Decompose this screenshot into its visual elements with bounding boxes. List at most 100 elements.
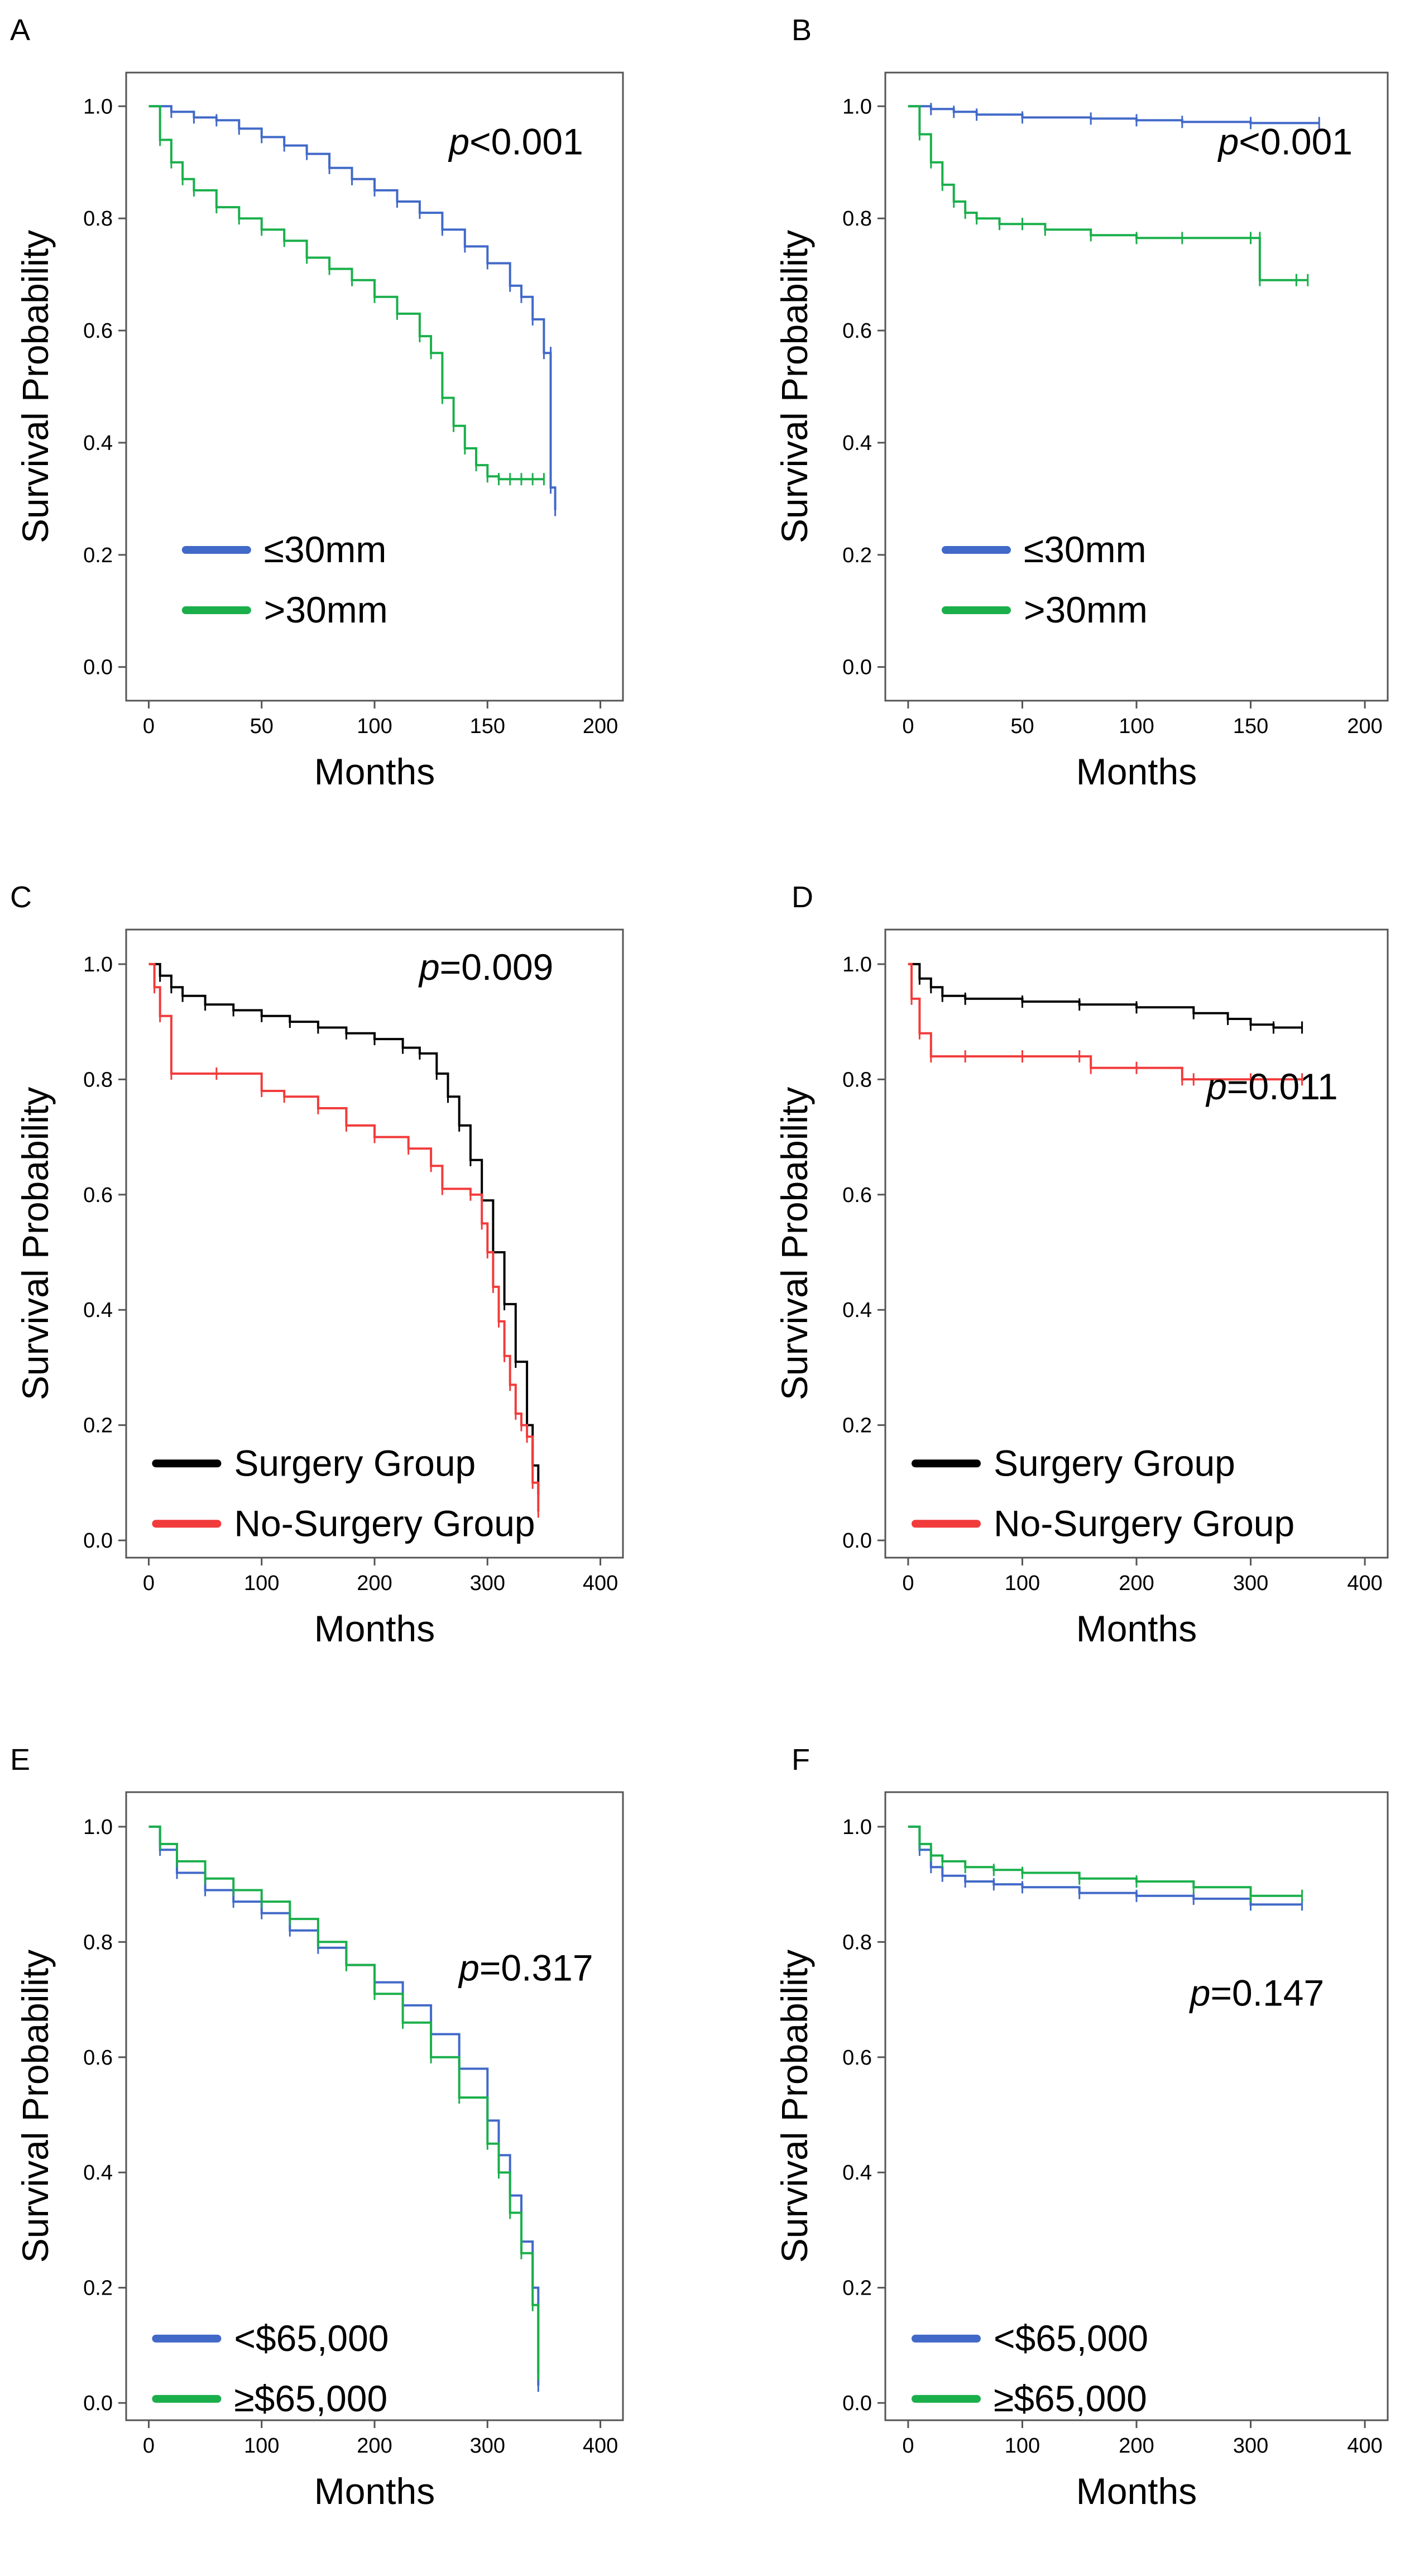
panel-e: E 0 100 200 300 400 0.0 0.2 0.4 0.6 0.8 1.0 Months Su…: [10, 1743, 624, 2512]
y-tick-label: 0.8: [83, 1068, 113, 1091]
legend-label: ≤30mm: [1024, 529, 1147, 570]
p-symbol: p: [1189, 1972, 1211, 2014]
legend-label: <$65,000: [994, 2318, 1148, 2359]
p-value-label: p<0.001: [448, 121, 583, 162]
y-tick-label: 0.4: [83, 432, 113, 455]
x-tick-label: 400: [1347, 2434, 1382, 2458]
p-symbol: p: [1205, 1066, 1227, 1107]
x-axis-title: Months: [314, 2470, 435, 2512]
legend-label: >30mm: [264, 589, 388, 630]
x-axis-title: Months: [1076, 751, 1197, 792]
y-tick-label: 0.6: [842, 1184, 872, 1207]
y-tick-label: 0.4: [83, 1299, 113, 1322]
legend: ≤30mm >30mm: [181, 529, 388, 630]
survival-curve-2: [908, 963, 1302, 1081]
x-tick-label: 50: [250, 715, 274, 738]
x-tick-label: 0: [902, 2434, 914, 2458]
y-tick-label: 0.0: [83, 1529, 113, 1553]
y-tick-label: 1.0: [842, 95, 872, 118]
y-tick-label: 0.2: [842, 1414, 872, 1438]
x-tick-label: 0: [143, 2434, 155, 2458]
legend-label: No-Surgery Group: [994, 1502, 1294, 1544]
x-tick-label: 300: [1233, 2434, 1268, 2458]
y-tick-label: 0.0: [83, 2392, 113, 2415]
y-axis-title: Survival Probability: [15, 1087, 56, 1400]
x-tick-label: 300: [470, 2434, 505, 2458]
p-value-label: p=0.011: [1205, 1066, 1338, 1107]
panel-letter: E: [10, 1743, 30, 1777]
y-tick-label: 1.0: [842, 1816, 872, 1839]
panel-d: D 0 100 200 300 400 0.0 0.2 0.4 0.6 0.8 1.0 Months Su…: [774, 880, 1389, 1649]
legend-label: ≥$65,000: [994, 2378, 1147, 2419]
x-tick-label: 0: [143, 1572, 155, 1595]
y-tick-label: 1.0: [83, 953, 113, 976]
p-value: <0.001: [469, 121, 583, 162]
y-tick-label: 0.8: [83, 1931, 113, 1954]
legend: <$65,000 ≥$65,000: [912, 2318, 1148, 2419]
y-tick-label: 0.4: [842, 2161, 872, 2185]
p-symbol: p: [418, 946, 440, 988]
panel-f: F 0 100 200 300 400 0.0 0.2 0.4 0.6 0.8 1.0 Months Su…: [774, 1743, 1389, 2512]
legend-label: >30mm: [1024, 589, 1148, 630]
p-value: =0.317: [479, 1947, 593, 1989]
p-value: =0.011: [1227, 1066, 1338, 1107]
x-tick-label: 400: [583, 2434, 618, 2458]
y-tick-label: 0.6: [83, 1184, 113, 1207]
x-tick-label: 100: [1005, 2434, 1040, 2458]
panel-letter: B: [792, 13, 812, 47]
y-tick-label: 1.0: [842, 953, 872, 976]
x-tick-label: 300: [470, 1572, 505, 1595]
panel-a: A 0 50 100 150 200 0.0 0.2 0.4 0.6 0.8 1.0 Months Sur…: [10, 13, 624, 792]
y-axis-title: Survival Probability: [774, 1950, 815, 2263]
y-tick-label: 0.4: [842, 1299, 872, 1322]
x-tick-label: 300: [1233, 1572, 1268, 1595]
y-tick-label: 0.2: [83, 2277, 113, 2300]
x-tick-label: 400: [1347, 1572, 1382, 1595]
y-tick-label: 0.8: [842, 1068, 872, 1091]
x-axis-title: Months: [314, 1608, 435, 1649]
legend: Surgery Group No-Surgery Group: [912, 1442, 1294, 1544]
y-tick-label: 0.2: [83, 544, 113, 567]
legend-label: Surgery Group: [234, 1442, 476, 1483]
y-axis-title: Survival Probability: [15, 230, 56, 543]
p-value: <0.001: [1239, 121, 1353, 162]
x-axis-title: Months: [314, 751, 435, 792]
x-tick-label: 200: [1119, 2434, 1154, 2458]
x-tick-label: 200: [1119, 1572, 1154, 1595]
p-value-label: p=0.147: [1189, 1972, 1324, 2014]
x-axis-title: Months: [1076, 2470, 1197, 2512]
legend-label: Surgery Group: [994, 1442, 1235, 1483]
y-tick-label: 0.2: [842, 2277, 872, 2300]
x-tick-label: 100: [244, 1572, 279, 1595]
panel-letter: A: [10, 13, 30, 47]
x-tick-label: 200: [357, 2434, 392, 2458]
x-tick-label: 0: [143, 715, 155, 738]
y-tick-label: 0.0: [842, 2392, 872, 2415]
p-value-label: p=0.317: [458, 1947, 593, 1989]
y-tick-label: 0.8: [83, 207, 113, 231]
y-axis-title: Survival Probability: [15, 1950, 56, 2263]
panel-letter: F: [792, 1743, 810, 1777]
y-tick-label: 0.0: [842, 1529, 872, 1553]
legend-label: ≥$65,000: [234, 2378, 387, 2419]
legend: ≤30mm >30mm: [942, 529, 1148, 630]
p-value-label: p=0.009: [418, 946, 553, 988]
y-tick-label: 0.6: [842, 2046, 872, 2070]
y-tick-label: 0.6: [83, 319, 113, 343]
y-tick-label: 0.2: [842, 544, 872, 567]
y-tick-label: 0.8: [842, 1931, 872, 1954]
x-tick-label: 100: [1005, 1572, 1040, 1595]
survival-curve-1: [148, 105, 557, 510]
p-value-label: p<0.001: [1217, 121, 1353, 162]
p-symbol: p: [458, 1947, 479, 1989]
legend-label: No-Surgery Group: [234, 1502, 535, 1544]
y-tick-label: 1.0: [83, 95, 113, 118]
legend: Surgery Group No-Surgery Group: [152, 1442, 535, 1544]
x-tick-label: 100: [244, 2434, 279, 2458]
x-tick-label: 50: [1010, 715, 1034, 738]
panel-b: B 0 50 100 150 200 0.0 0.2 0.4 0.6 0.8 1.0 Months Sur…: [774, 13, 1389, 792]
panel-letter: D: [792, 880, 813, 914]
panel-c: C 0 100 200 300 400 0.0 0.2 0.4 0.6 0.8 1.0 Months Su…: [10, 880, 624, 1649]
y-tick-label: 0.0: [842, 656, 872, 679]
survival-curve-1: [908, 105, 1320, 125]
